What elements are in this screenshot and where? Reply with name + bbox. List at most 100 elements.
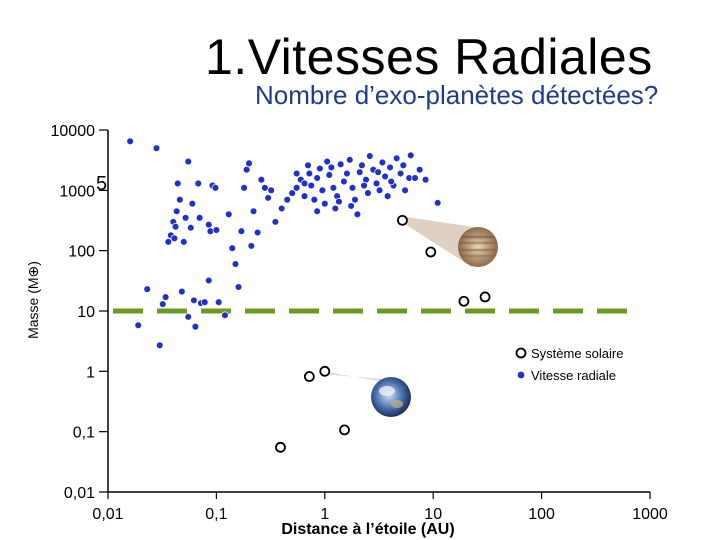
rv-point [126,137,134,146]
x-tick-label: 0,01 [92,506,123,523]
rv-point [372,179,381,188]
rv-point [170,234,179,243]
earth-icon [371,377,411,417]
rv-point [387,177,395,186]
rv-point [358,161,366,170]
rv-point [195,214,204,222]
rv-point [300,192,309,200]
rv-point [261,184,269,192]
rv-point [399,161,408,170]
rv-point [204,220,213,229]
solar-system-point [319,365,331,377]
rv-point [383,192,392,200]
rv-point [171,222,180,231]
rv-point [159,300,167,308]
rv-point [242,165,251,174]
rv-point [392,154,401,163]
rv-point [245,159,253,168]
solar-system-point [275,441,286,453]
rv-point [277,204,286,213]
rv-point [401,186,409,195]
rv-point [164,238,173,246]
rv-point [329,184,338,192]
rv-point [184,313,193,321]
rv-point [327,163,336,172]
rv-point [211,184,220,192]
solar-system-point [425,246,437,258]
rv-point [310,195,319,204]
rv-point [204,276,213,285]
rv-point [353,210,362,219]
rv-point [190,296,198,305]
rv-point [161,293,170,301]
rv-point [271,218,280,226]
earth-land [391,400,403,408]
rv-point [321,199,329,208]
rv-point [307,181,316,190]
legend-label: Vitesse radiale [531,368,616,383]
rv-point [292,184,301,192]
page-subtitle: Nombre d’exo-planètes détectées? [255,80,659,110]
y-tick-label: 10000 [51,123,96,140]
page-title: 1.Vitesses Radiales [205,29,653,85]
rv-point [366,152,374,160]
rv-point [386,163,394,172]
rv-point [152,144,161,152]
rv-point [346,156,354,164]
rv-point [304,161,312,170]
rv-point [411,174,419,182]
rv-point [180,238,188,246]
rv-point [176,195,184,204]
rv-point [174,179,182,188]
rv-point [172,207,181,216]
rv-point [187,223,195,232]
rv-point [378,158,387,167]
legend-label: Système solaire [531,346,623,361]
rv-point [247,242,256,250]
rv-point [305,169,314,178]
rv-point [381,172,389,181]
rv-point [336,160,345,169]
rv-point [155,341,164,350]
rv-point [253,228,262,237]
rv-point [206,227,215,235]
rv-point [355,168,364,176]
rv-point [374,168,382,176]
rv-point [184,157,193,166]
y-tick-label: 100 [68,244,95,261]
rv-point [348,184,357,192]
earth-cloud [379,386,395,396]
rv-point [351,195,359,204]
rv-point [288,189,296,197]
rv-point [214,298,223,306]
rv-point [191,322,200,331]
rv-point [375,186,384,195]
rv-point [292,169,301,178]
rv-point [316,164,324,173]
rv-point [264,194,272,202]
rv-point [433,199,442,207]
rv-point [257,175,266,184]
rv-point [396,169,405,178]
rv-point [221,311,229,320]
y-tick-label: 1 [86,364,95,381]
rv-point [134,321,142,330]
rv-point [234,283,243,291]
x-tick-label: 0,1 [205,506,227,523]
rv-point [323,157,331,166]
rv-point [249,207,258,216]
y-tick-label: 1000 [59,183,95,200]
y-tick-label: 10 [77,304,95,321]
x-tick-label: 100 [528,506,555,523]
rv-point [194,179,202,188]
rv-point [237,227,246,235]
rv-point [415,165,424,174]
solar-system-point [339,424,350,436]
rv-point [343,169,351,178]
rv-point [313,174,321,182]
rv-point [325,171,334,179]
rv-point [360,181,368,190]
rv-point [231,260,240,268]
rv-point [364,189,372,197]
